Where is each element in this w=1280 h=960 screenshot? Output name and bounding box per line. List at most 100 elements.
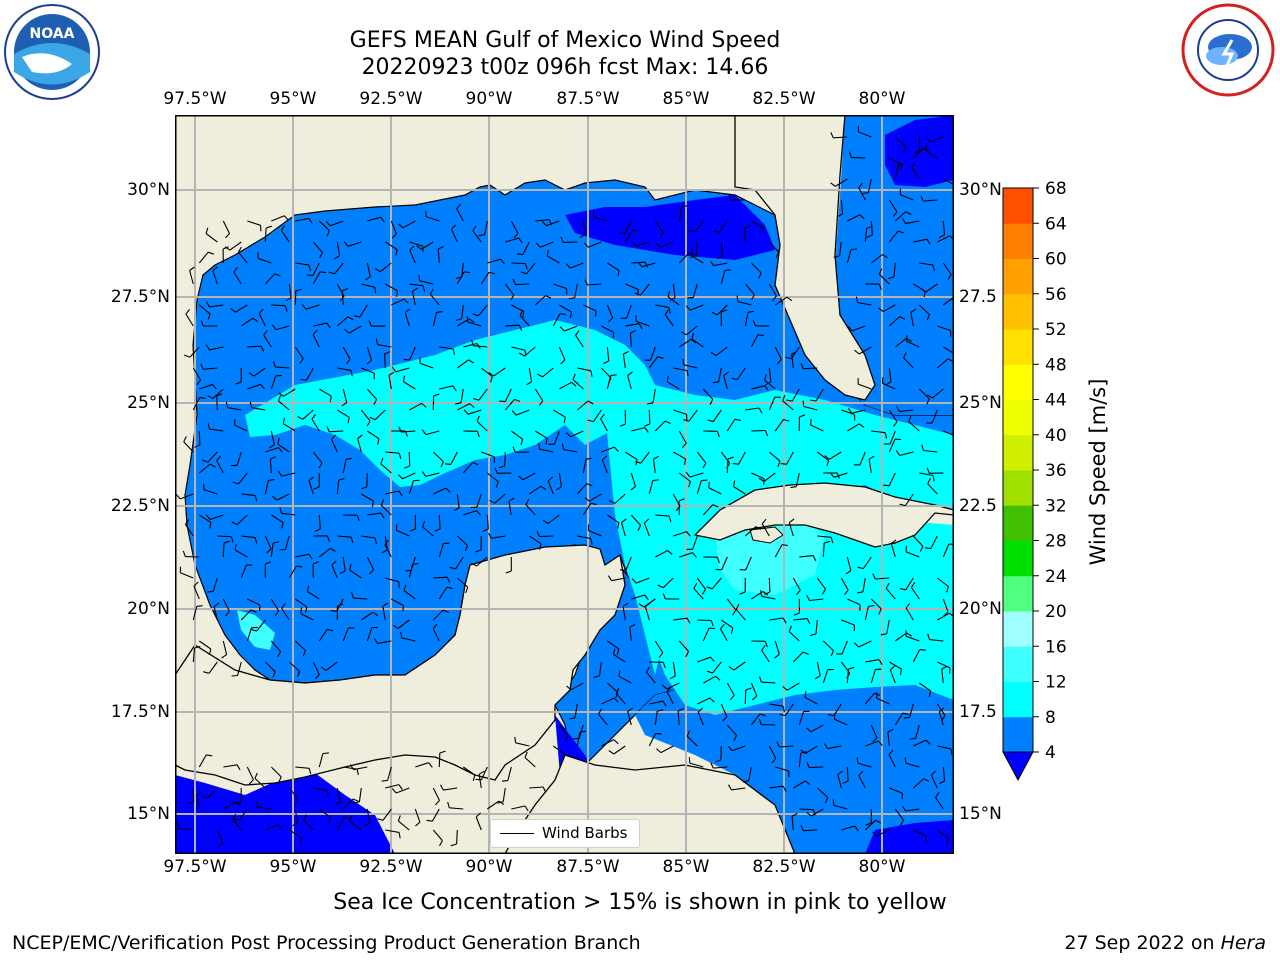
wind-barb [421, 241, 434, 250]
colorbar-segment [1003, 329, 1033, 365]
wind-barb [508, 501, 512, 516]
wind-barb [936, 829, 949, 839]
wind-barb [385, 451, 400, 454]
wind-barb-flag [646, 666, 650, 673]
wind-barb [625, 283, 639, 291]
wind-barb [397, 619, 410, 629]
wind-barb-flag [722, 716, 728, 722]
wind-barb-flag [472, 397, 480, 401]
wind-barb-flag [735, 603, 740, 610]
wind-barb [460, 388, 464, 403]
wind-barb [678, 472, 691, 482]
wind-barb-flag [837, 770, 844, 775]
wind-barb-flag [755, 526, 762, 530]
wind-barb [870, 669, 876, 684]
wind-barb [253, 367, 266, 377]
wind-barb-flag [652, 479, 659, 482]
wind-barb [331, 564, 338, 579]
wind-barb-flag [421, 402, 427, 408]
wind-barb-flag [426, 819, 433, 822]
wind-barb [212, 270, 218, 285]
wind-barb-flag [508, 497, 515, 502]
wind-barb-flag [294, 798, 299, 805]
wind-barb [280, 230, 290, 243]
wind-barb-flag [380, 499, 385, 506]
wind-barb-flag [446, 576, 451, 583]
wind-barb [388, 375, 392, 390]
wind-barb [885, 588, 896, 600]
wind-barb-flag [680, 331, 687, 336]
wind-barb [822, 640, 834, 652]
colorbar-tick-label: 52 [1045, 320, 1067, 340]
wind-barb-flag [326, 535, 331, 542]
wind-barb-flag [471, 562, 477, 567]
wind-barb-flag [518, 237, 523, 244]
wind-barb [918, 388, 930, 400]
wind-barb-flag [757, 334, 765, 337]
wind-barb [247, 598, 261, 606]
wind-barb [630, 472, 637, 487]
wind-barb [923, 199, 938, 202]
wind-barb [906, 340, 920, 348]
wind-barb [308, 480, 314, 495]
wind-barb-flag [715, 759, 722, 763]
strong-wind-spot-west [237, 610, 275, 650]
wind-barb-flag [845, 570, 852, 575]
lat-tick-left: 30°N [127, 180, 170, 200]
wind-barb-flag [878, 307, 884, 313]
wind-barb-flag [366, 420, 371, 427]
wind-barb [257, 257, 272, 264]
wind-barb [450, 451, 458, 465]
wind-barb-flag [409, 528, 416, 532]
wind-barb-flag [711, 311, 718, 316]
wind-barb [283, 423, 296, 432]
lon-tick: 97.5°W [163, 89, 227, 109]
wind-barb [919, 262, 934, 266]
wind-barb-flag [919, 545, 924, 552]
wind-barb-flag [830, 132, 834, 139]
map-grid [175, 115, 954, 854]
wind-barb-flag [890, 539, 897, 545]
wind-barb [905, 577, 914, 591]
wind-barb [576, 732, 581, 747]
wind-barb [295, 262, 310, 266]
wind-barb [209, 428, 224, 432]
wind-barb-flag [372, 611, 379, 617]
wind-barb [258, 313, 266, 327]
wind-barb-flag [782, 617, 787, 624]
wind-barb-flag [885, 381, 892, 386]
wind-barb-flag [271, 495, 278, 501]
wind-barb-flag [469, 403, 475, 409]
wind-barb-flag [858, 182, 864, 188]
wind-barb-flag [225, 233, 230, 239]
wind-barb-flag [788, 625, 792, 632]
wind-barb [390, 220, 398, 235]
wind-barb [216, 395, 218, 411]
wind-barb [654, 640, 664, 654]
wind-barb-flag [888, 749, 894, 755]
wind-barb [774, 544, 783, 558]
wind-barb [678, 252, 690, 264]
wind-barb-flag [684, 458, 687, 465]
wind-barb-flag [706, 670, 713, 674]
wind-barb [337, 409, 350, 418]
wind-barb-flag [177, 822, 180, 829]
wind-barb [942, 766, 946, 781]
wind-barb-flag [183, 436, 187, 443]
wind-barb [303, 819, 314, 831]
wind-barb [288, 283, 292, 298]
wind-barb-flag [682, 358, 685, 365]
wind-barb-flag [274, 610, 280, 617]
wind-barb-flag [686, 730, 691, 737]
colorbar-tick-label: 48 [1045, 355, 1067, 375]
wind-barb-flag [923, 778, 930, 782]
wind-barb [915, 724, 920, 739]
wind-barb [696, 577, 707, 590]
wind-barb-flag [283, 215, 289, 221]
wind-barb [942, 543, 950, 558]
wind-barb [432, 312, 438, 327]
wind-barb [222, 542, 225, 558]
wind-barb [336, 241, 341, 256]
wind-barb-flag [657, 709, 664, 712]
wind-barb-flag [260, 383, 265, 390]
